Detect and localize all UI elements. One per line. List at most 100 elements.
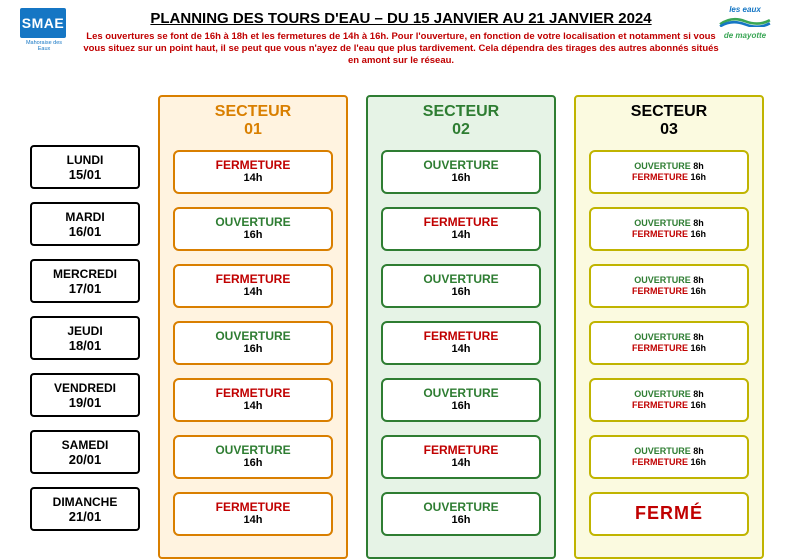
slot-status: OUVERTURE	[423, 159, 498, 172]
day-cell: DIMANCHE21/01	[30, 487, 140, 531]
slot-status: OUVERTURE	[423, 501, 498, 514]
slot-time: 16h	[244, 457, 263, 469]
day-date: 20/01	[69, 452, 102, 467]
day-cell: JEUDI18/01	[30, 316, 140, 360]
slot-line1: OUVERTURE 8h	[634, 332, 704, 343]
day-name: MARDI	[65, 210, 104, 224]
slot-time: 14h	[244, 172, 263, 184]
sector-header: SECTEUR02	[423, 103, 499, 140]
schedule-slot: FERMETURE14h	[381, 321, 541, 365]
schedule-slot: FERMETURE14h	[173, 264, 333, 308]
logo-smae-subtitle: Mahoraise des Eaux	[20, 40, 68, 52]
schedule-slot: OUVERTURE16h	[381, 264, 541, 308]
slot-time: 16h	[452, 514, 471, 526]
day-name: VENDREDI	[54, 381, 116, 395]
slot-time: 16h	[244, 343, 263, 355]
slot-status: OUVERTURE	[215, 330, 290, 343]
day-name: LUNDI	[67, 153, 104, 167]
schedule-slot: FERMETURE14h	[173, 150, 333, 194]
slot-line1: OUVERTURE 8h	[634, 218, 704, 229]
slot-status: FERMETURE	[424, 444, 499, 457]
schedule-slot: FERMETURE14h	[381, 207, 541, 251]
day-date: 15/01	[69, 167, 102, 182]
slot-line2: FERMETURE 16h	[632, 229, 706, 240]
day-column: LUNDI15/01 MARDI16/01 MERCREDI17/01 JEUDI18…	[30, 95, 140, 559]
day-cell: MERCREDI17/01	[30, 259, 140, 303]
day-name: MERCREDI	[53, 267, 117, 281]
day-cell: LUNDI15/01	[30, 145, 140, 189]
schedule-slot: OUVERTURE 8hFERMETURE 16h	[589, 207, 749, 251]
page-subtitle: Les ouvertures se font de 16h à 18h et l…	[81, 31, 721, 67]
slot-status: OUVERTURE	[215, 216, 290, 229]
schedule-slot: OUVERTURE 8hFERMETURE 16h	[589, 150, 749, 194]
slot-status: FERMETURE	[424, 330, 499, 343]
sector-column: SECTEUR01FERMETURE14hOUVERTURE16hFERMETU…	[158, 95, 348, 559]
schedule-slot: FERMETURE14h	[381, 435, 541, 479]
slot-line1: OUVERTURE 8h	[634, 161, 704, 172]
slot-time: 14h	[244, 286, 263, 298]
schedule-slot: OUVERTURE16h	[381, 378, 541, 422]
day-name: JEUDI	[67, 324, 102, 338]
slot-line2: FERMETURE 16h	[632, 172, 706, 183]
schedule-slot: OUVERTURE16h	[173, 207, 333, 251]
schedule-slot: FERMETURE14h	[173, 492, 333, 536]
slot-time: 14h	[452, 457, 471, 469]
slot-status: OUVERTURE	[423, 273, 498, 286]
slot-time: 16h	[244, 229, 263, 241]
logo-eaux-line2: de mayotte	[718, 32, 772, 40]
slot-status: FERMETURE	[216, 273, 291, 286]
schedule-slot: OUVERTURE16h	[381, 150, 541, 194]
slot-status: FERMETURE	[216, 159, 291, 172]
schedule-slot: FERMETURE14h	[173, 378, 333, 422]
day-name: DIMANCHE	[53, 495, 118, 509]
logo-smae: SMAE Mahoraise des Eaux	[20, 8, 68, 52]
slot-time: 14h	[244, 514, 263, 526]
schedule-slot: FERMÉ	[589, 492, 749, 536]
schedule-slot: OUVERTURE 8hFERMETURE 16h	[589, 321, 749, 365]
slot-status: OUVERTURE	[215, 444, 290, 457]
slot-time: 16h	[452, 172, 471, 184]
day-cell: SAMEDI20/01	[30, 430, 140, 474]
sector-header: SECTEUR03	[631, 103, 707, 140]
day-date: 18/01	[69, 338, 102, 353]
slot-closed: FERMÉ	[635, 503, 703, 524]
page-title: PLANNING DES TOURS D'EAU – DU 15 JANVIER…	[20, 10, 782, 27]
slot-line1: OUVERTURE 8h	[634, 389, 704, 400]
day-cell: MARDI16/01	[30, 202, 140, 246]
sector-column: SECTEUR03OUVERTURE 8hFERMETURE 16hOUVERT…	[574, 95, 764, 559]
slot-line2: FERMETURE 16h	[632, 400, 706, 411]
slot-time: 14h	[244, 400, 263, 412]
slot-status: FERMETURE	[216, 387, 291, 400]
schedule-slot: OUVERTURE 8hFERMETURE 16h	[589, 264, 749, 308]
slot-line2: FERMETURE 16h	[632, 457, 706, 468]
logo-eaux-line1: les eaux	[718, 6, 772, 14]
slot-line2: FERMETURE 16h	[632, 286, 706, 297]
slot-line1: OUVERTURE 8h	[634, 275, 704, 286]
logo-eaux-wave-icon	[718, 15, 772, 27]
schedule-slot: OUVERTURE 8hFERMETURE 16h	[589, 435, 749, 479]
slot-status: FERMETURE	[424, 216, 499, 229]
slot-time: 14h	[452, 343, 471, 355]
schedule-slot: OUVERTURE16h	[173, 435, 333, 479]
logo-eaux-mayotte: les eaux de mayotte	[718, 6, 772, 40]
sector-header: SECTEUR01	[215, 103, 291, 140]
slot-time: 16h	[452, 286, 471, 298]
slot-line2: FERMETURE 16h	[632, 343, 706, 354]
day-date: 21/01	[69, 509, 102, 524]
slot-time: 14h	[452, 229, 471, 241]
schedule-slot: OUVERTURE 8hFERMETURE 16h	[589, 378, 749, 422]
slot-status: OUVERTURE	[423, 387, 498, 400]
slot-time: 16h	[452, 400, 471, 412]
day-date: 19/01	[69, 395, 102, 410]
sector-column: SECTEUR02OUVERTURE16hFERMETURE14hOUVERTU…	[366, 95, 556, 559]
schedule-slot: OUVERTURE16h	[381, 492, 541, 536]
page: SMAE Mahoraise des Eaux les eaux de mayo…	[0, 0, 802, 559]
slot-line1: OUVERTURE 8h	[634, 446, 704, 457]
day-date: 17/01	[69, 281, 102, 296]
day-date: 16/01	[69, 224, 102, 239]
day-cell: VENDREDI19/01	[30, 373, 140, 417]
slot-status: FERMETURE	[216, 501, 291, 514]
logo-smae-box: SMAE	[20, 8, 66, 38]
schedule-slot: OUVERTURE16h	[173, 321, 333, 365]
day-name: SAMEDI	[62, 438, 109, 452]
